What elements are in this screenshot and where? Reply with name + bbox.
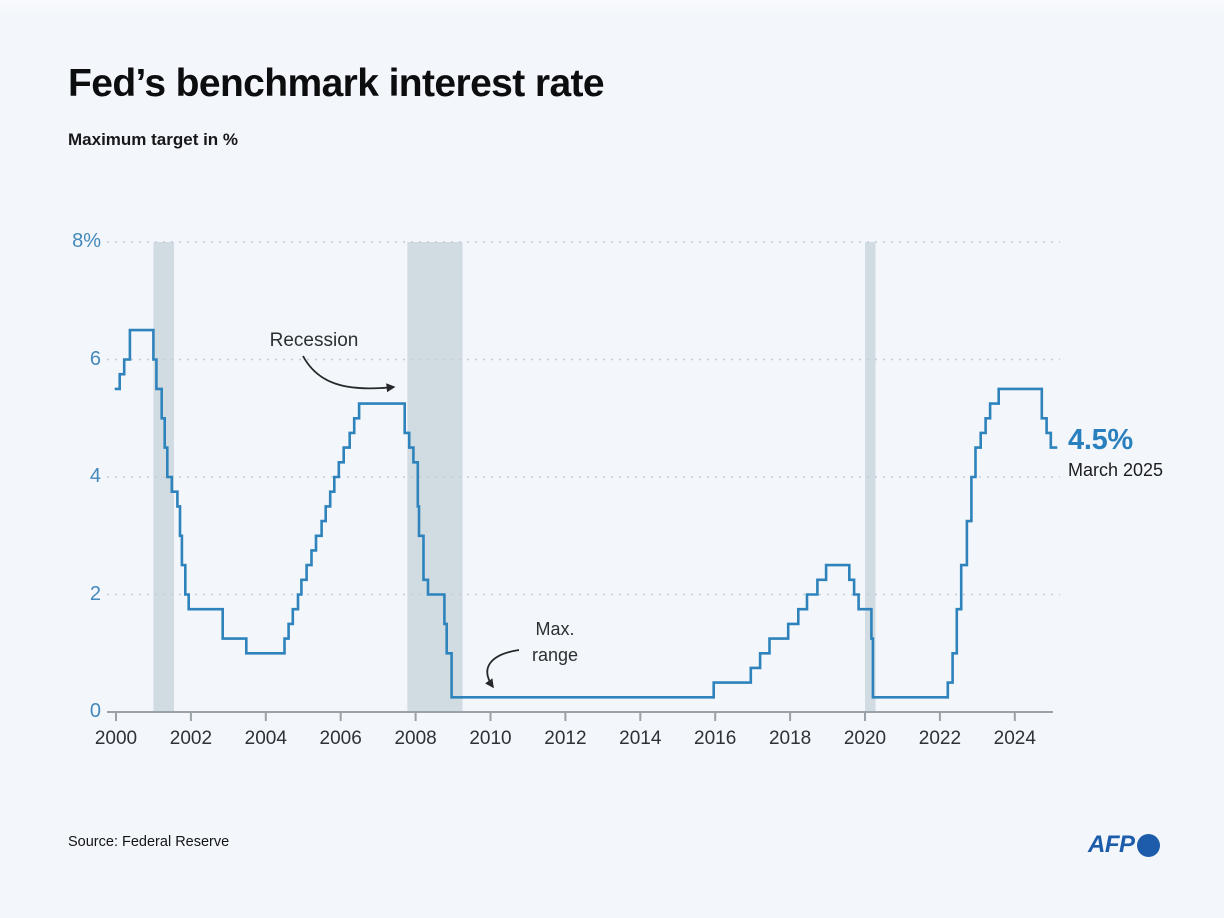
current-rate-date: March 2025	[1068, 460, 1164, 480]
recession-arrow	[302, 355, 396, 393]
current-rate-value: 4.5%	[1068, 424, 1133, 456]
y-tick-label: 6	[89, 347, 101, 370]
y-tick-label: 8%	[72, 230, 101, 252]
current-value-callout: 4.5% March 2025	[1068, 424, 1163, 481]
x-tick-label: 2000	[94, 728, 138, 749]
x-axis	[107, 711, 1053, 721]
x-tick-label: 2004	[244, 728, 287, 749]
page-title: Fed’s benchmark interest rate	[68, 62, 605, 105]
x-tick-label: 2008	[394, 728, 437, 749]
chart-subtitle: Maximum target in %	[68, 130, 239, 149]
max-range-line1: Max.	[535, 619, 575, 639]
x-tick-label: 2002	[169, 728, 213, 749]
max-range-line2: range	[531, 645, 579, 665]
recession-annotation: Recession	[269, 330, 359, 351]
x-tick-label: 2016	[694, 728, 737, 749]
afp-logo-text: AFP	[1088, 831, 1135, 858]
y-tick-label: 2	[89, 582, 101, 605]
x-tick-label: 2020	[843, 728, 887, 749]
x-tick-label: 2024	[993, 728, 1036, 749]
max-range-arrow	[485, 649, 520, 689]
max-range-annotation: Max. range	[494, 616, 616, 668]
y-tick-label: 4	[89, 465, 101, 487]
source-credit: Source: Federal Reserve	[68, 834, 230, 850]
x-tick-label: 2022	[918, 728, 962, 749]
y-axis-labels: 8% 6 4 2 0	[0, 0, 101, 918]
x-tick-label: 2012	[544, 728, 587, 749]
x-tick-label: 2006	[319, 728, 362, 749]
recession-bands	[153, 242, 876, 712]
x-tick-label: 2014	[619, 728, 662, 749]
x-tick-label: 2010	[469, 728, 512, 749]
rate-step-line	[114, 328, 1058, 699]
afp-logo: AFP	[1088, 831, 1160, 859]
y-tick-label: 0	[89, 700, 101, 722]
x-tick-label: 2018	[768, 728, 812, 749]
afp-logo-dot-icon	[1136, 833, 1160, 857]
